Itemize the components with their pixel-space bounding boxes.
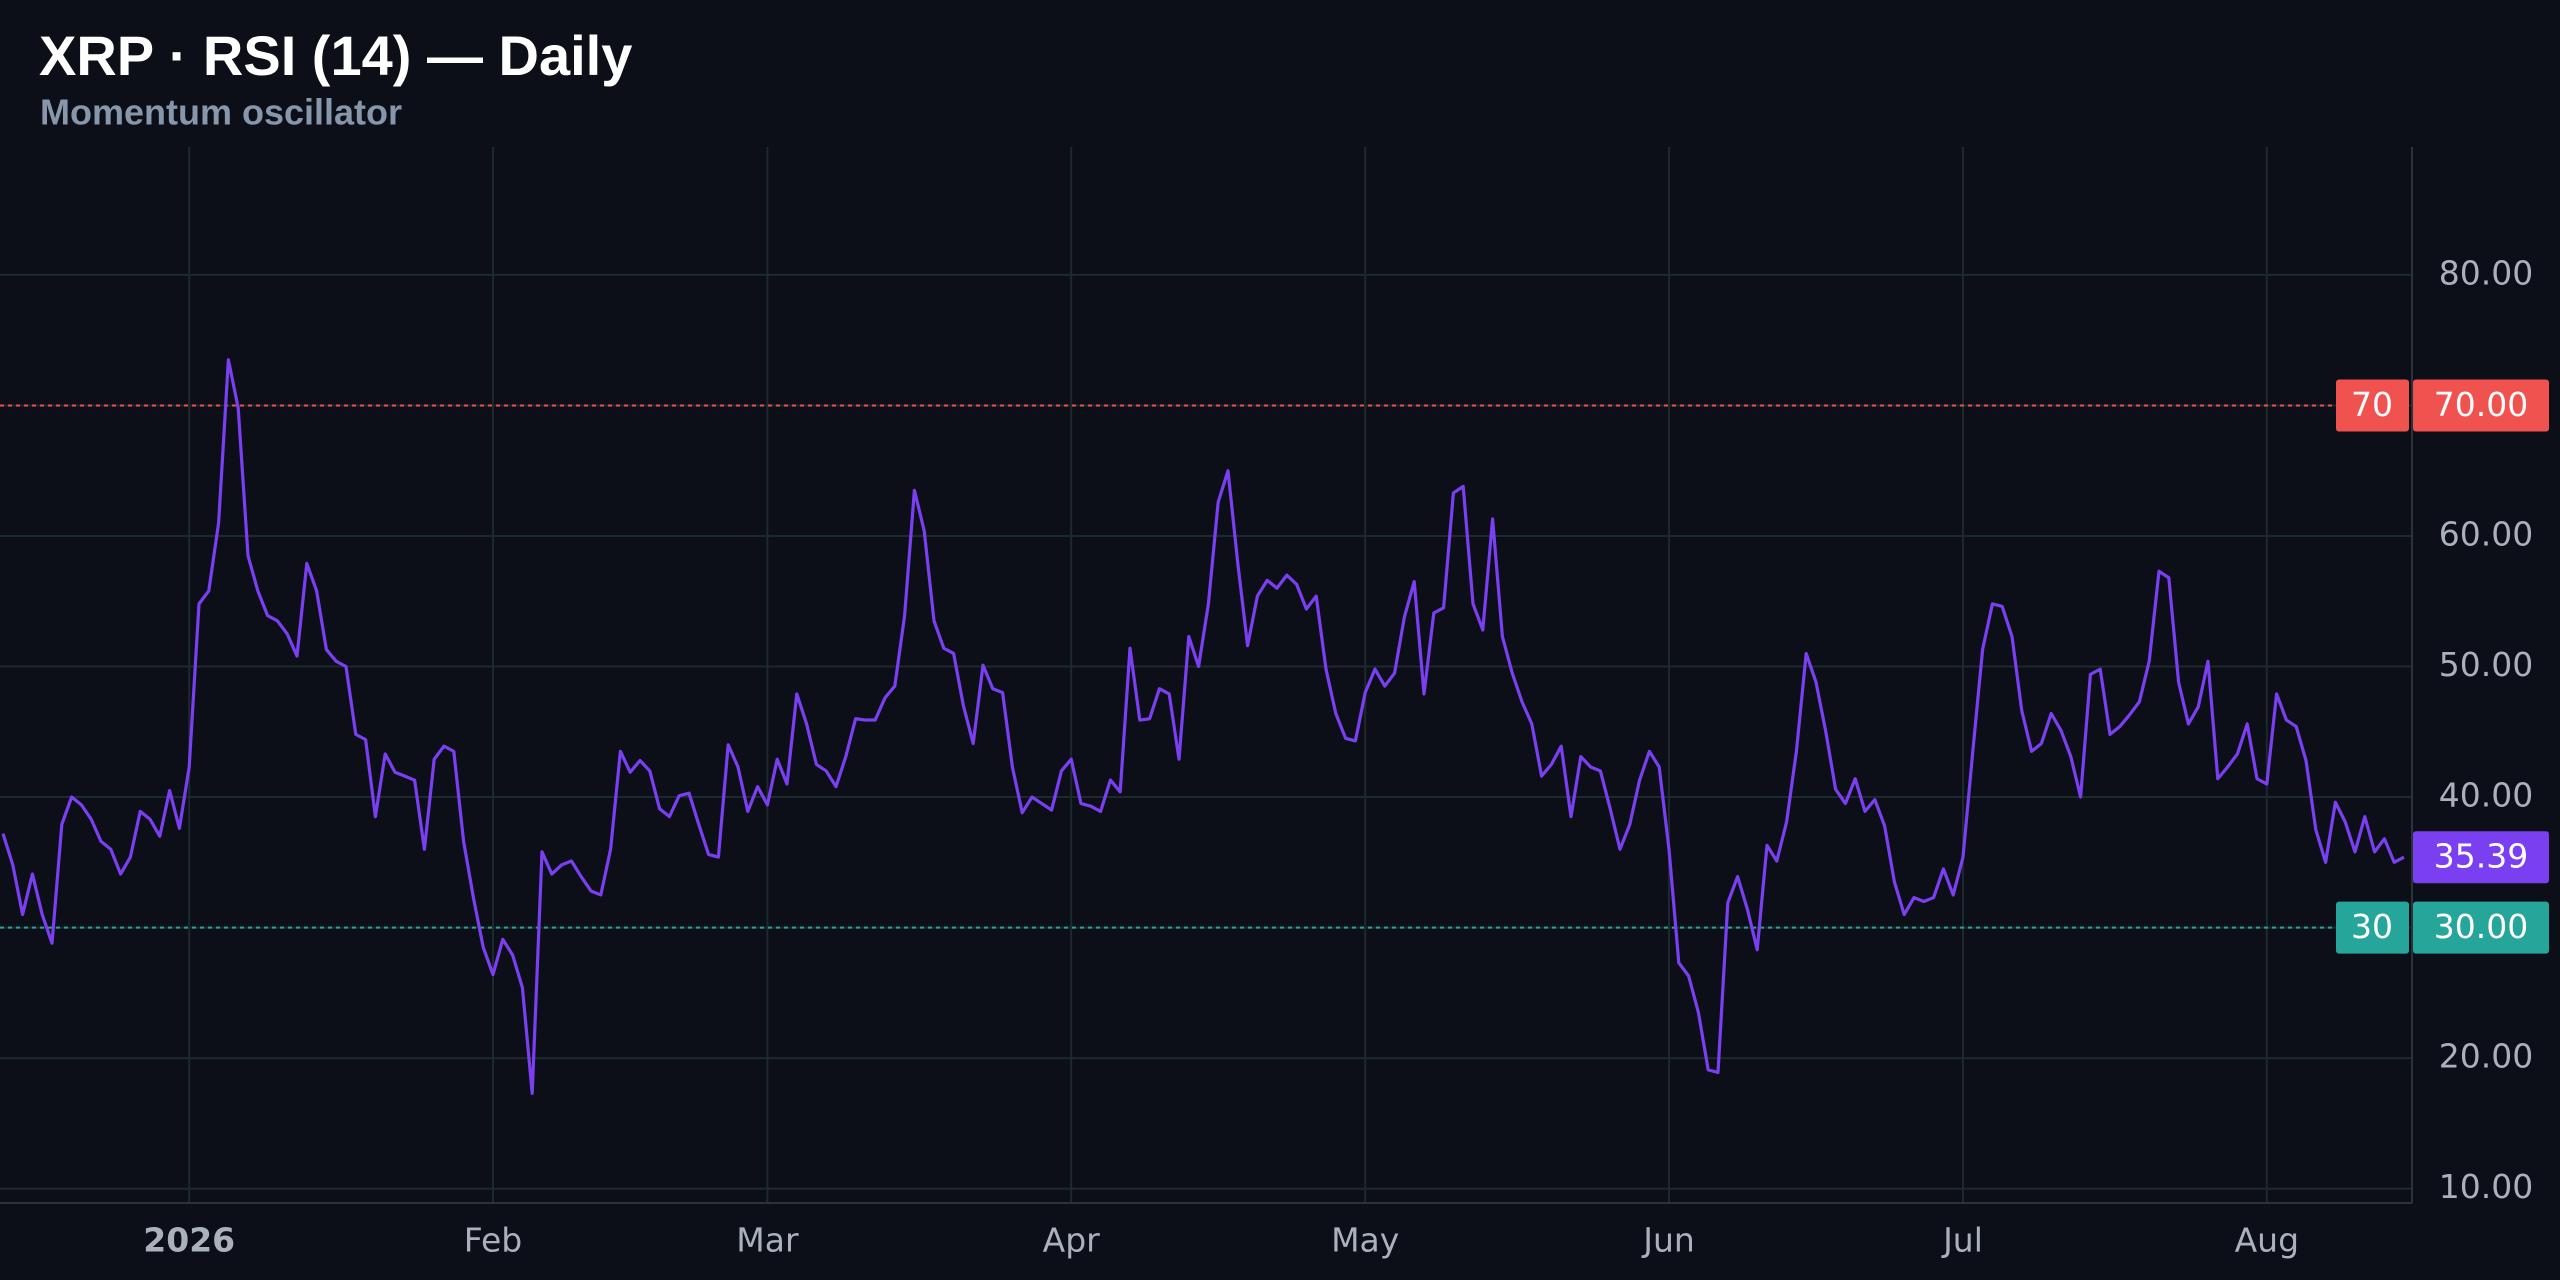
x-tick-label: Aug bbox=[2235, 1221, 2299, 1260]
chart-subtitle: Momentum oscillator bbox=[40, 92, 402, 133]
reference-tag: 70 bbox=[2351, 385, 2393, 424]
y-tick-label: 50.00 bbox=[2439, 645, 2533, 684]
last-value-label: 35.39 bbox=[2434, 837, 2528, 876]
chart-title: XRP · RSI (14) — Daily bbox=[39, 24, 632, 87]
y-tick-label: 40.00 bbox=[2439, 776, 2533, 815]
reference-value-box bbox=[2413, 901, 2549, 954]
reference-value: 30.00 bbox=[2434, 907, 2528, 946]
reference-value-box bbox=[2413, 379, 2549, 432]
last-value-box bbox=[2413, 831, 2549, 884]
y-tick-label: 60.00 bbox=[2439, 514, 2533, 553]
y-tick-label: 80.00 bbox=[2439, 253, 2533, 292]
x-tick-label: Apr bbox=[1043, 1221, 1101, 1260]
reference-tag-box bbox=[2336, 901, 2409, 954]
reference-tag: 30 bbox=[2351, 907, 2393, 946]
reference-tag-box bbox=[2336, 379, 2409, 432]
reference-value: 70.00 bbox=[2434, 385, 2528, 424]
x-tick-label: May bbox=[1331, 1221, 1399, 1260]
x-tick-label: Mar bbox=[736, 1221, 799, 1260]
x-tick-label: Jun bbox=[1641, 1221, 1695, 1260]
rsi-line bbox=[1, 358, 2405, 1095]
x-tick-label: 2026 bbox=[143, 1221, 235, 1260]
x-tick-label: Feb bbox=[464, 1221, 522, 1260]
y-tick-label: 20.00 bbox=[2439, 1037, 2533, 1076]
y-tick-label: 10.00 bbox=[2439, 1167, 2533, 1206]
x-tick-label: Jul bbox=[1941, 1221, 1983, 1260]
